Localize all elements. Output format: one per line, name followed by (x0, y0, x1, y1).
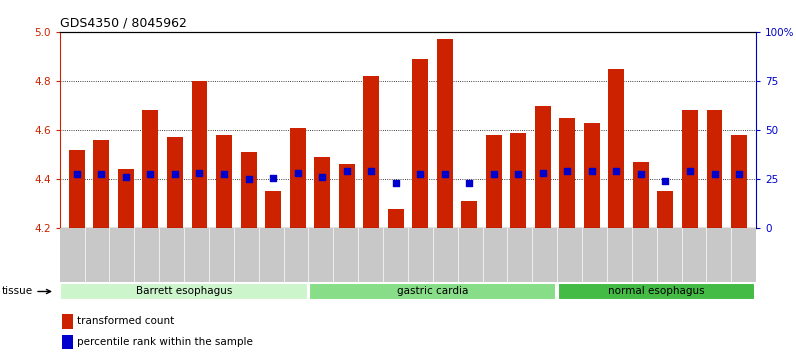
Bar (142, 110, 158, 228)
Bar (62, 314, 72, 329)
Bar (507, 228, 533, 285)
Point (340, 168, 353, 173)
Bar (118, 169, 134, 228)
Bar (437, 39, 453, 228)
Text: Barrett esophagus: Barrett esophagus (136, 286, 232, 297)
Bar (109, 228, 135, 285)
Point (634, 171, 647, 177)
Text: normal esophagus: normal esophagus (608, 286, 705, 297)
Point (487, 171, 500, 177)
Bar (682, 110, 698, 228)
Point (95, 171, 107, 177)
Bar (657, 192, 673, 228)
Bar (259, 228, 283, 285)
Bar (84, 228, 109, 285)
Bar (290, 128, 306, 228)
Point (193, 170, 206, 176)
Point (267, 175, 279, 181)
Bar (582, 228, 607, 285)
Bar (383, 228, 408, 285)
Bar (209, 228, 234, 285)
Bar (69, 150, 85, 228)
Bar (632, 228, 657, 285)
Bar (265, 192, 281, 228)
Bar (338, 165, 354, 228)
Text: percentile rank within the sample: percentile rank within the sample (77, 337, 253, 347)
Text: gastric cardia: gastric cardia (397, 286, 469, 297)
Bar (192, 81, 208, 228)
Bar (681, 228, 706, 285)
Bar (135, 228, 159, 285)
Bar (216, 135, 232, 228)
Bar (388, 209, 404, 228)
Bar (60, 283, 308, 301)
Point (463, 181, 476, 186)
Bar (240, 152, 256, 228)
Bar (657, 228, 681, 285)
Bar (608, 69, 624, 228)
Bar (60, 228, 84, 285)
Point (144, 171, 157, 177)
Bar (358, 228, 383, 285)
Bar (607, 228, 632, 285)
Point (119, 174, 132, 179)
Bar (732, 228, 756, 285)
Text: GDS4350 / 8045962: GDS4350 / 8045962 (60, 16, 186, 29)
Point (389, 181, 402, 186)
Bar (93, 140, 109, 228)
Text: tissue: tissue (2, 286, 51, 297)
Point (291, 170, 304, 176)
Bar (334, 228, 358, 285)
Bar (308, 228, 334, 285)
Bar (184, 228, 209, 285)
Point (708, 171, 721, 177)
Bar (731, 135, 747, 228)
Point (414, 171, 427, 177)
Point (732, 171, 745, 177)
Point (659, 178, 672, 184)
Bar (159, 228, 184, 285)
Point (586, 168, 599, 173)
Point (684, 168, 696, 173)
Bar (482, 228, 507, 285)
Bar (234, 228, 259, 285)
Point (610, 168, 622, 173)
Point (242, 176, 255, 182)
Point (71, 171, 84, 177)
Point (316, 174, 329, 179)
Bar (412, 59, 428, 228)
Point (217, 171, 230, 177)
Bar (633, 162, 649, 228)
Point (561, 168, 574, 173)
Point (512, 171, 525, 177)
Bar (309, 283, 556, 301)
Point (439, 171, 451, 177)
Point (365, 168, 377, 173)
Text: transformed count: transformed count (77, 316, 174, 326)
Bar (462, 201, 478, 228)
Bar (535, 105, 551, 228)
Bar (458, 228, 482, 285)
Bar (283, 228, 308, 285)
Bar (533, 228, 557, 285)
Bar (560, 118, 576, 228)
Bar (706, 228, 732, 285)
Bar (433, 228, 458, 285)
Point (169, 171, 181, 177)
Bar (486, 135, 501, 228)
Bar (557, 228, 582, 285)
Bar (314, 157, 330, 228)
Bar (584, 123, 600, 228)
Point (537, 170, 549, 176)
Bar (363, 76, 379, 228)
Bar (510, 132, 526, 228)
Bar (167, 137, 183, 228)
Bar (707, 110, 723, 228)
Bar (408, 228, 433, 285)
Bar (558, 283, 755, 301)
Bar (62, 335, 72, 349)
